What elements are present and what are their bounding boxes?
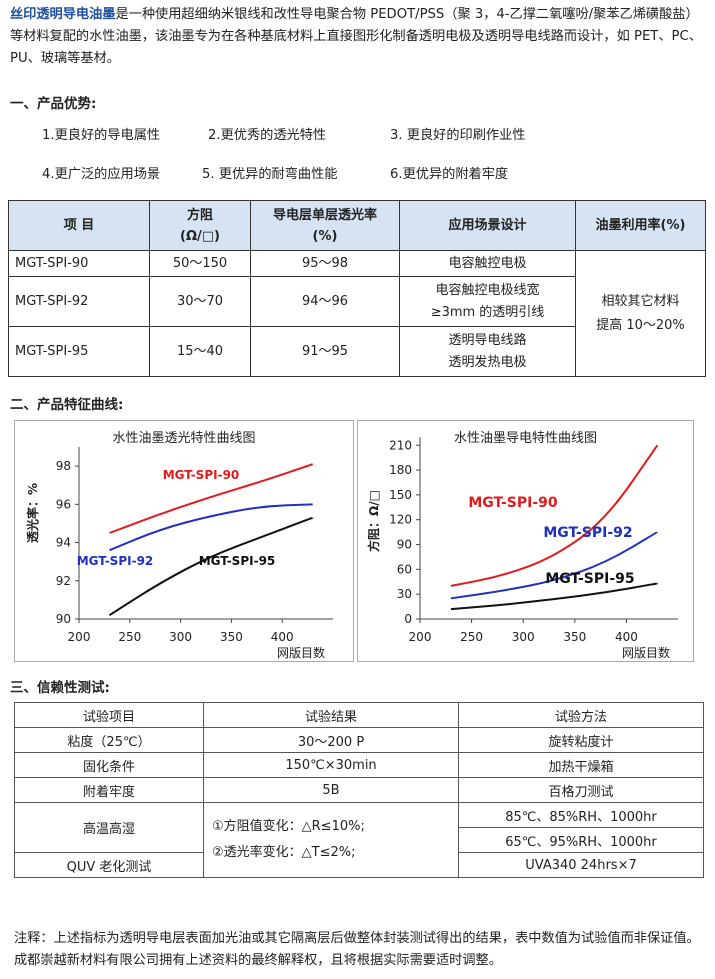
x-tick-label: 400 (271, 630, 294, 644)
product-brand-name: 丝印透明导电油墨 (10, 7, 116, 22)
y-tick-label: 0 (404, 612, 412, 626)
advantage-item: 6.更优异的附着牢度 (390, 167, 509, 182)
y-tick-label: 210 (389, 438, 412, 452)
table-row: MGT-SPI-90 50～150 95～98 电容触控电极 相较其它材料 提高 … (8, 250, 706, 377)
advantage-item: 3. 更良好的印刷作业性 (390, 128, 526, 143)
table-row: 固化条件 150℃×30min 加热干燥箱 (14, 752, 704, 778)
y-tick-label: 90 (397, 538, 412, 552)
header-application: 应用场景设计 (399, 200, 576, 251)
series-label: MGT-SPI-95 (545, 571, 634, 587)
x-tick-label: 350 (563, 630, 586, 644)
resistance-chart: 水性油墨导电特性曲线图 0 30 60 90 120 150 180 210 200 250 300… (357, 420, 694, 662)
table-row: MGT-SPI-95 15～40 91～95 透明导电线路 透明发热电极 (8, 326, 706, 377)
chart-title: 水性油墨透光特性曲线图 (112, 431, 256, 446)
reliability-table: 试验项目 试验结果 试验方法 粘度（25℃） 30～200 P 旋转粘度计 固化… (14, 702, 704, 878)
advantage-item: 4.更广泛的应用场景 (42, 167, 161, 182)
series-line-mgt-spi-95 (108, 516, 314, 617)
advantage-item: 1.更良好的导电属性 (42, 128, 161, 143)
series-line-mgt-spi-92 (109, 503, 313, 552)
series-label: MGT-SPI-92 (543, 525, 632, 541)
header-transmittance: 导电层单层透光率 (%) (250, 200, 400, 251)
y-tick-label: 60 (397, 562, 412, 576)
section-title-reliability: 三、信赖性测试: (10, 680, 110, 696)
intro-text: 是一种使用超细纳米银线和改性导电聚合物 PEDOT/PSS（聚 3，4-乙撑二氧… (10, 7, 702, 66)
y-tick-label: 96 (56, 497, 71, 511)
x-tick-label: 200 (409, 630, 432, 644)
y-tick-label: 150 (389, 488, 412, 502)
y-tick-label: 98 (56, 459, 71, 473)
transmittance-chart: 水性油墨透光特性曲线图 90 92 94 96 98 200 250 300 350 400 网版目… (14, 420, 354, 662)
y-tick-label: 180 (389, 463, 412, 477)
x-tick-label: 250 (118, 630, 141, 644)
x-tick-label: 200 (68, 630, 91, 644)
y-axis-label: 透光率：% (25, 483, 40, 543)
x-tick-label: 400 (615, 630, 638, 644)
series-line-mgt-spi-90 (109, 463, 314, 534)
ink-utilization-cell: 相较其它材料 提高 10～20% (575, 250, 706, 377)
header-ink-utilization: 油墨利用率(%) (575, 200, 706, 251)
table-header-row: 项 目 方阻 (Ω/□) 导电层单层透光率 (%) 应用场景设计 油墨利用率(%) (8, 200, 706, 251)
product-spec-table: 项 目 方阻 (Ω/□) 导电层单层透光率 (%) 应用场景设计 油墨利用率(%) … (8, 200, 706, 377)
table-row: 高温高湿 ①方阻值变化：△R≤10%; ②透光率变化：△T≤2%; 85℃、85%… (14, 802, 704, 878)
y-tick-label: 90 (56, 612, 71, 626)
x-tick-label: 300 (169, 630, 192, 644)
intro-paragraph: 丝印透明导电油墨是一种使用超细纳米银线和改性导电聚合物 PEDOT/PSS（聚 … (10, 4, 705, 70)
chart-title: 水性油墨导电特性曲线图 (453, 431, 597, 446)
series-label: MGT-SPI-90 (163, 468, 240, 482)
y-tick-label: 94 (56, 536, 71, 550)
x-tick-label: 250 (460, 630, 483, 644)
x-tick-label: 350 (220, 630, 243, 644)
y-tick-label: 92 (56, 574, 71, 588)
series-line-mgt-spi-92 (450, 531, 658, 600)
series-label: MGT-SPI-92 (77, 554, 154, 568)
table-row: 65℃、95%RH、1000hr (15, 827, 704, 853)
header-item: 项 目 (8, 200, 150, 251)
series-line-mgt-spi-95 (450, 582, 658, 611)
x-tick-label: 300 (512, 630, 535, 644)
table-row: 粘度（25℃） 30～200 P 旋转粘度计 (14, 727, 704, 753)
section-title-advantages: 一、产品优势: (10, 96, 97, 112)
advantage-item: 2.更优秀的透光特性 (208, 128, 327, 143)
table-header-row: 试验项目 试验结果 试验方法 (14, 702, 704, 728)
table-row: MGT-SPI-92 30～70 94～96 电容触控电极线宽 ≥3mm 的透明引… (8, 276, 706, 327)
series-label: MGT-SPI-90 (468, 495, 558, 511)
series-line-mgt-spi-90 (450, 444, 659, 587)
y-axis-label: 方阻：Ω/□ (366, 490, 381, 552)
x-axis-label: 网版目数 (277, 645, 325, 660)
x-axis-label: 网版目数 (622, 645, 670, 660)
table-row: QUV 老化测试 UVA340 24hrs×7 (14, 852, 704, 878)
table-row: 附着牢度 5B 百格刀测试 (14, 777, 704, 803)
y-tick-label: 120 (389, 513, 412, 527)
section-title-curves: 二、产品特征曲线: (10, 397, 124, 413)
footnote: 注释：上述指标为透明导电层表面加光油或其它隔离层后做整体封装测试得出的结果，表中… (14, 931, 700, 968)
reliability-result-cell: ①方阻值变化：△R≤10%; ②透光率变化：△T≤2%; (203, 802, 459, 878)
advantage-item: 5. 更优异的耐弯曲性能 (202, 167, 338, 182)
series-label: MGT-SPI-95 (199, 554, 276, 568)
header-resistance: 方阻 (Ω/□) (149, 200, 251, 251)
y-tick-label: 30 (397, 587, 412, 601)
